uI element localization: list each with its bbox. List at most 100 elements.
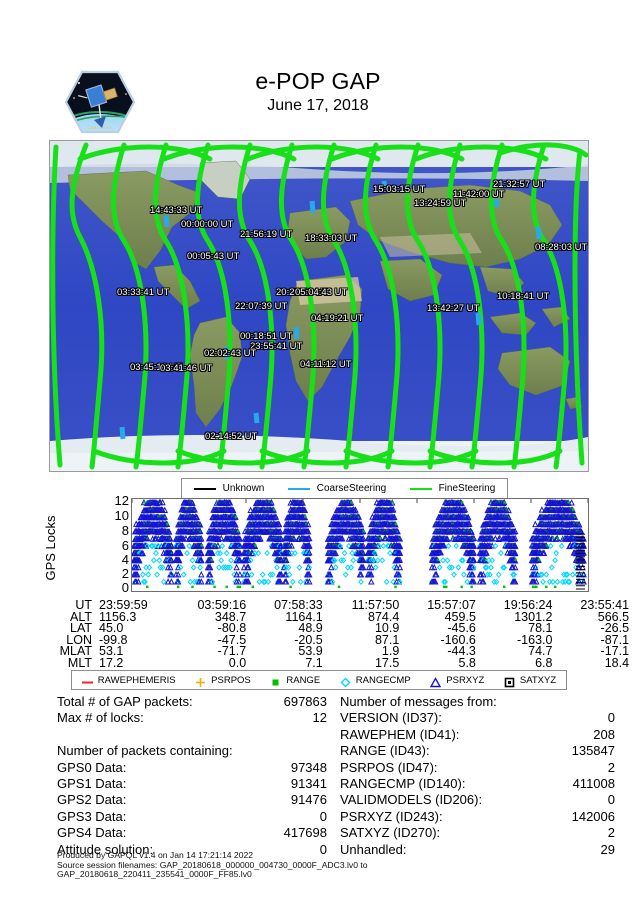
cell: -44.3 — [447, 644, 476, 659]
svg-text:CASSIOPE: CASSIOPE — [87, 126, 112, 130]
map-time-label: 03:41:46 UT — [160, 363, 213, 374]
map-time-label: 10:18:41 UT — [497, 291, 550, 302]
stat-row: SATXYZ (ID270): 2 — [340, 825, 615, 841]
cell: 48.9 — [298, 621, 323, 636]
legend-item-unknown: Unknown — [193, 483, 265, 494]
gps-locks-axis-label: GPS Locks — [43, 515, 58, 581]
legend-label: SATXYZ — [519, 674, 557, 686]
legend-item-range: RANGE — [270, 675, 320, 686]
stat-value: 142006 — [571, 808, 615, 824]
stat-row: RAWEPHEM (ID41): 208 — [340, 727, 615, 743]
stat-value: 135847 — [571, 743, 615, 759]
table-row: MLAT 53.1 -71.7 53.9 1.9 -44.3 74.7 -17.… — [49, 644, 635, 659]
legend-label: Unknown — [222, 483, 265, 494]
packets-containing-heading: Number of packets containing: — [57, 743, 233, 759]
y-tick: 6 — [121, 538, 129, 553]
y-tick: 10 — [114, 508, 129, 523]
legend-label: PSRXYZ — [446, 674, 485, 686]
page-title: e-POP GAP — [255, 68, 381, 94]
footer-line-source-files-2: GAP_20180618_220411_235541_0000F_FF85.lv… — [57, 869, 252, 880]
cell: 6.8 — [535, 655, 553, 670]
stat-label: Total # of GAP packets: — [57, 694, 193, 709]
cassiope-mission-patch-icon: CASSIOPE — [64, 70, 136, 134]
stat-label: GPS3 Data: — [57, 808, 127, 824]
stat-label: VALIDMODELS (ID206): — [340, 792, 483, 808]
footer-line-source-files-1: Source session filenames: GAP_20180618_0… — [57, 859, 368, 870]
stat-label: Attitude solution: — [57, 841, 154, 857]
gps-locks-scatter-graphic — [132, 499, 588, 590]
messages-from-heading: Number of messages from: — [340, 694, 497, 709]
stat-value: 411008 — [572, 776, 615, 792]
message-statistics-column: Number of messages from: VERSION (ID37):… — [340, 694, 615, 858]
legend-label: RAWEPHEMERIS — [97, 674, 176, 686]
map-time-label: 00:18:51 UT — [240, 331, 293, 342]
map-time-label: 05:04:43 UT — [295, 287, 348, 298]
stat-row: PSRXYZ (ID243): 142006 — [340, 809, 615, 825]
map-time-label: 21:32:57 UT — [493, 179, 546, 190]
stat-label: RANGECMP (ID140): — [340, 776, 466, 792]
statistics-section: Total # of GAP packets: 697863 Max # of … — [0, 694, 636, 857]
stat-label: VERSION (ID37): — [340, 710, 442, 726]
unknown-line-icon — [193, 487, 216, 490]
cell: 874.4 — [368, 609, 400, 624]
stat-row: GPS0 Data: 97348 — [57, 760, 327, 776]
stat-row: GPS3 Data: 0 — [57, 809, 327, 825]
row-key: MLT — [67, 655, 92, 670]
cell: 23:59:59 — [99, 598, 148, 612]
stat-row: GPS1 Data: 91341 — [57, 776, 327, 792]
stat-row: GPS2 Data: 91476 — [57, 792, 327, 808]
map-time-label: 02:02:43 UT — [204, 348, 257, 359]
open-square-marker-icon — [504, 675, 515, 687]
map-time-label: 22:07:39 UT — [235, 301, 288, 312]
cell: -45.6 — [447, 621, 476, 636]
map-time-label: 15:03:15 UT — [373, 184, 426, 195]
table-row: ALT 1156.3 348.7 1164.1 874.4 459.5 1301… — [49, 609, 635, 624]
cell: -20.5 — [294, 632, 323, 647]
stat-value: 91341 — [290, 776, 327, 792]
map-time-label: 21:56:19 UT — [240, 229, 293, 240]
map-legend: Unknown CoarseSteering FineSteering — [181, 478, 508, 499]
world-map-panel: 14:43:33 UT 00:00:00 UT 21:56:19 UT 18:3… — [49, 140, 589, 472]
map-time-label: 14:43:33 UT — [150, 205, 203, 216]
stat-value: 208 — [593, 726, 615, 742]
cell: 87.1 — [374, 632, 400, 647]
cell: 45.0 — [99, 621, 124, 636]
stat-row: RANGECMP (ID140): 411008 — [340, 776, 615, 792]
row-key: LAT — [70, 621, 92, 636]
cell: -87.1 — [600, 632, 630, 647]
row-key: LON — [66, 632, 92, 647]
cell: 19:56:24 — [503, 598, 553, 612]
stat-label: GPS4 Data: — [57, 825, 127, 841]
map-time-label: 11:42:00 UT — [453, 189, 505, 200]
cell: 7.1 — [305, 655, 323, 670]
stat-row: VALIDMODELS (ID206): 0 — [340, 792, 615, 808]
map-time-label: 13:24:59 UT — [414, 198, 467, 209]
map-time-label: 00:05:43 UT — [187, 251, 240, 262]
legend-item-rawephemeris: RAWEPHEMERIS — [81, 674, 176, 686]
line-marker-icon — [81, 675, 93, 686]
cell: -99.8 — [99, 632, 128, 647]
stat-value: 29 — [600, 841, 615, 857]
cell: 03:59:16 — [197, 598, 247, 612]
legend-item-psrpos: PSRPOS — [195, 675, 251, 687]
cell: 18.4 — [604, 655, 630, 670]
cell: 1301.2 — [514, 609, 553, 624]
stat-value: 91476 — [290, 792, 327, 808]
stat-row: RANGE (ID43): 135847 — [340, 743, 615, 759]
gps-locks-y-ticks: 12 10 8 6 4 2 0 — [109, 494, 129, 598]
stat-label: PSRXYZ (ID243): — [340, 808, 443, 824]
title-block: e-POP GAP June 17, 2018 — [0, 68, 636, 116]
cell: 1156.3 — [99, 609, 137, 624]
cell: -163.0 — [517, 632, 553, 647]
stat-value: 2 — [607, 825, 615, 841]
row-key: ALT — [70, 609, 92, 624]
cell: -26.5 — [600, 621, 630, 636]
message-type-legend: RAWEPHEMERIS PSRPOS RANGE RANGECMP PSRXY… — [71, 670, 567, 690]
coarsesteering-line-icon — [287, 487, 310, 490]
stat-value: 697863 — [283, 694, 327, 709]
table-row: LON -99.8 -47.5 -20.5 87.1 -160.6 -163.0… — [49, 632, 635, 647]
legend-label: RANGE — [286, 674, 321, 686]
cell: 566.5 — [597, 609, 630, 624]
stat-label: GPS1 Data: — [57, 776, 127, 792]
map-time-label: 04:19:21 UT — [311, 313, 364, 324]
